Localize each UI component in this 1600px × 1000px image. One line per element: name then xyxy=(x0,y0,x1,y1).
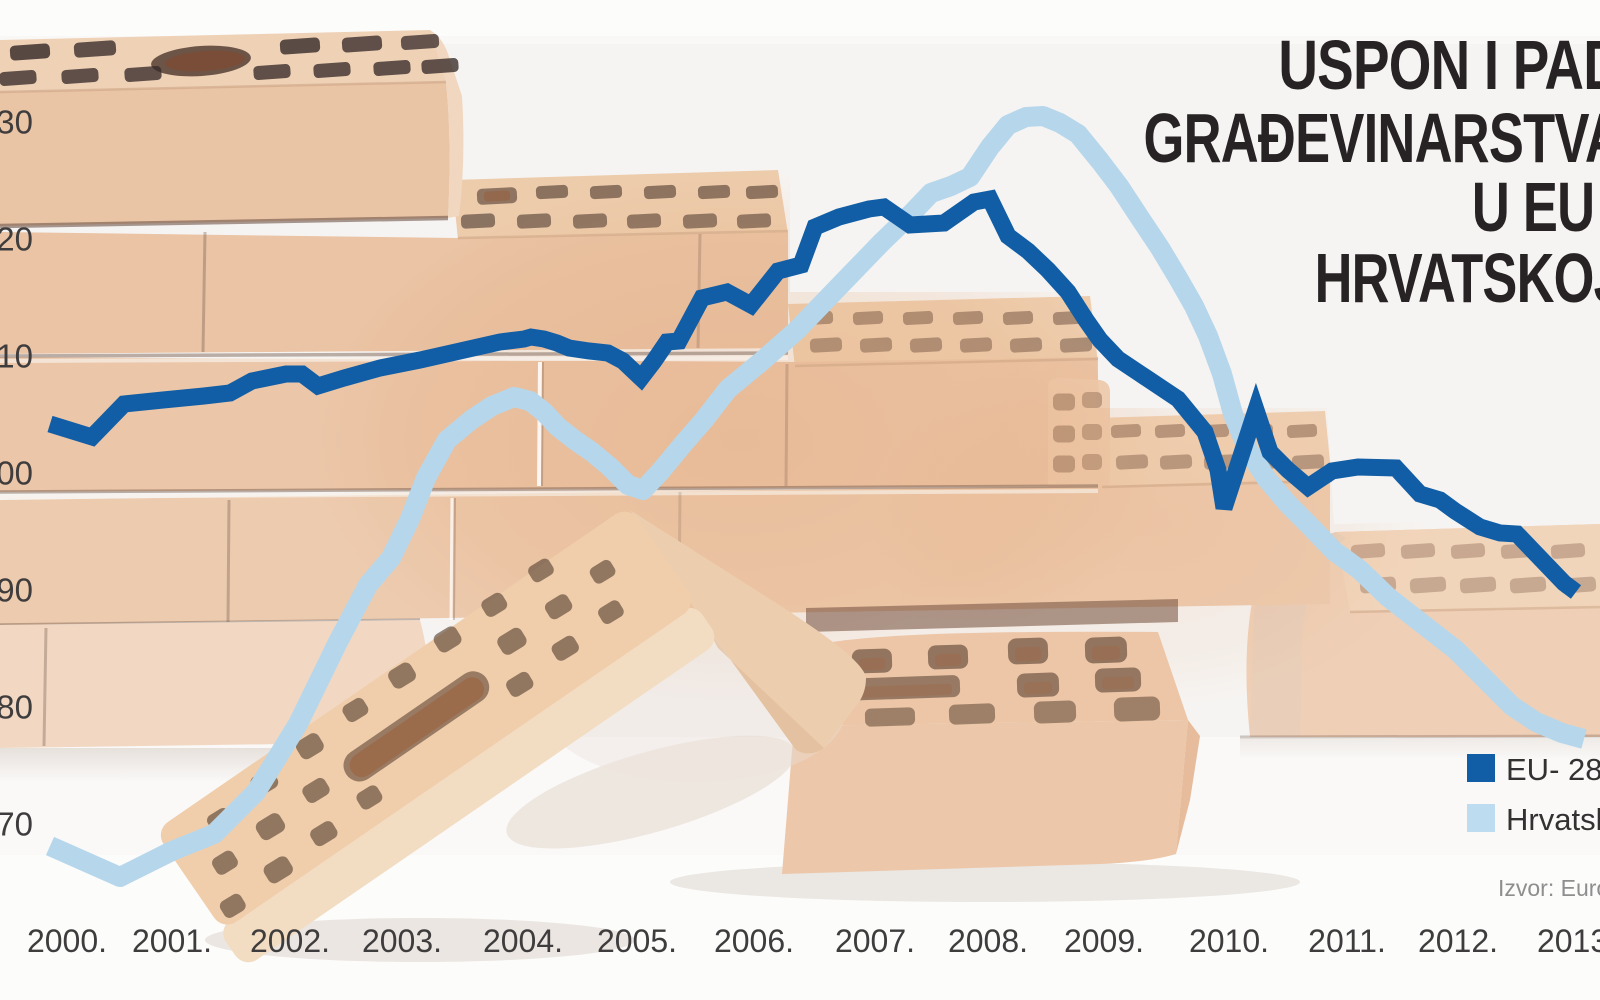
svg-text:GRAĐEVINARSTVA: GRAĐEVINARSTVA xyxy=(1144,100,1600,178)
svg-text:2007.: 2007. xyxy=(835,923,915,959)
svg-text:2008.: 2008. xyxy=(948,923,1028,959)
svg-text:2002.: 2002. xyxy=(250,923,330,959)
svg-text:2003.: 2003. xyxy=(362,923,442,959)
svg-text:2012.: 2012. xyxy=(1418,923,1498,959)
svg-text:Hrvatska: Hrvatska xyxy=(1506,802,1600,837)
svg-text:2004.: 2004. xyxy=(483,923,563,959)
svg-text:Izvor: Eurostat: Izvor: Eurostat xyxy=(1498,875,1600,901)
svg-text:70: 70 xyxy=(0,805,33,842)
svg-text:90: 90 xyxy=(0,571,33,608)
svg-text:2011.: 2011. xyxy=(1308,923,1386,959)
svg-text:80: 80 xyxy=(0,688,33,725)
svg-text:2010.: 2010. xyxy=(1189,923,1269,959)
svg-text:110: 110 xyxy=(0,337,33,374)
svg-text:100: 100 xyxy=(0,454,33,491)
svg-text:2001.: 2001. xyxy=(132,923,212,959)
svg-text:2000.: 2000. xyxy=(27,923,107,959)
svg-text:USPON I PAD: USPON I PAD xyxy=(1278,27,1600,105)
svg-text:120: 120 xyxy=(0,220,33,257)
svg-text:2006.: 2006. xyxy=(714,923,794,959)
svg-text:EU- 28: EU- 28 xyxy=(1506,752,1600,787)
svg-text:130: 130 xyxy=(0,103,33,140)
svg-text:HRVATSKOJ: HRVATSKOJ xyxy=(1315,240,1600,318)
svg-text:2013.: 2013. xyxy=(1537,923,1600,959)
svg-text:2009.: 2009. xyxy=(1064,923,1144,959)
svg-text:U EU I: U EU I xyxy=(1472,169,1600,247)
svg-text:2005.: 2005. xyxy=(597,923,677,959)
